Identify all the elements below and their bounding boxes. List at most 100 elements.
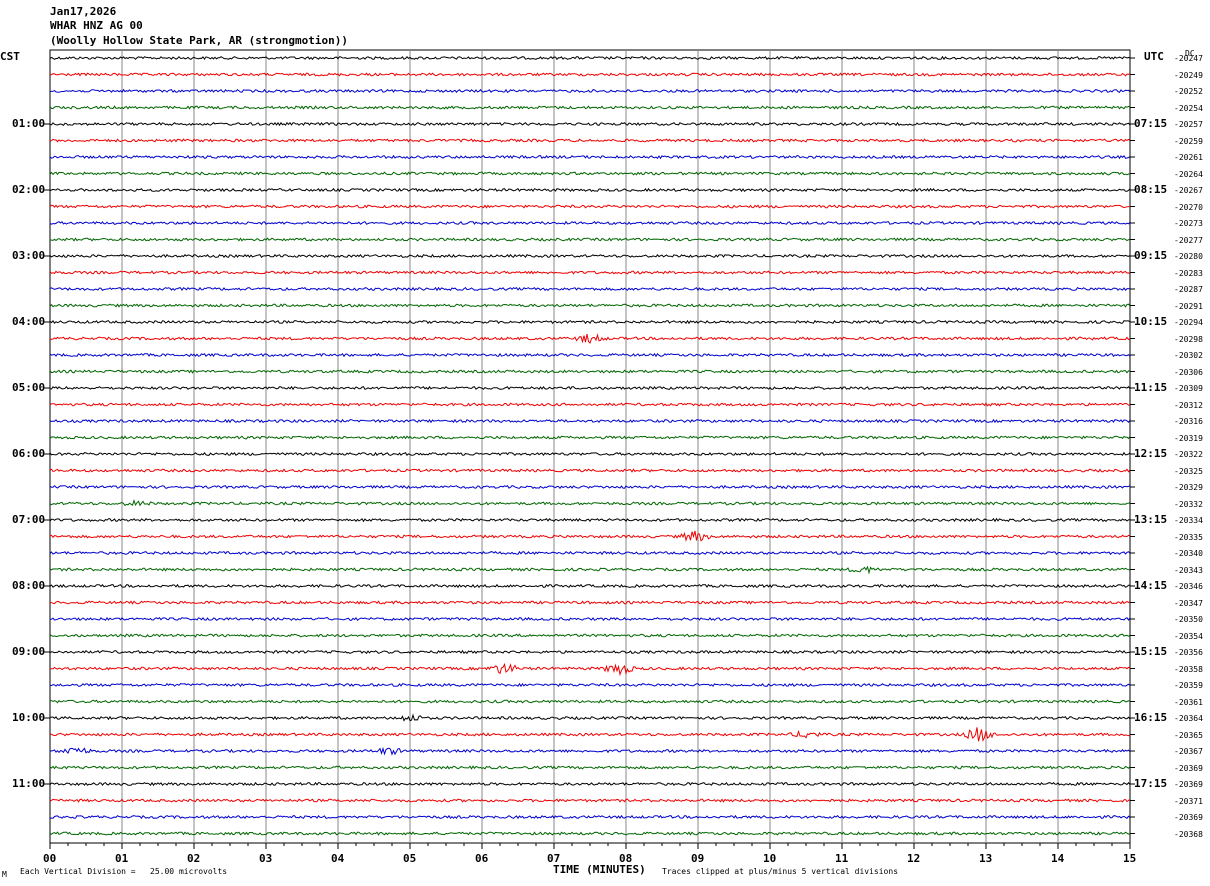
- left-hour-label-11:00: 11:00: [12, 777, 46, 790]
- left-hour-label-06:00: 06:00: [12, 447, 46, 460]
- trace-8: [49, 187, 1131, 193]
- header-date: Jan17,2026: [50, 5, 117, 18]
- x-tick-label-14: 14: [1051, 852, 1065, 865]
- dc-offset-16: -20294: [1174, 318, 1203, 327]
- trace-10: [49, 220, 1131, 226]
- dc-offset-12: -20280: [1174, 252, 1203, 261]
- left-hour-label-08:00: 08:00: [12, 579, 46, 592]
- trace-19: [49, 369, 1131, 374]
- x-tick-label-00: 00: [43, 852, 57, 865]
- trace-42: [49, 746, 1131, 756]
- left-hour-label-01:00: 01:00: [12, 117, 46, 130]
- dc-offset-19: -20306: [1174, 367, 1203, 377]
- x-tick-label-13: 13: [979, 852, 993, 865]
- dc-offset-35: -20354: [1174, 631, 1203, 641]
- trace-44: [49, 781, 1131, 787]
- right-hour-label-07:15: 07:15: [1134, 117, 1168, 130]
- dc-offset-15: -20291: [1174, 301, 1203, 311]
- x-tick-label-15: 15: [1123, 852, 1137, 865]
- trace-4: [49, 121, 1131, 127]
- trace-15: [49, 303, 1131, 308]
- dc-offset-24: -20322: [1174, 450, 1203, 459]
- dc-offset-43: -20369: [1174, 763, 1203, 773]
- trace-11: [49, 237, 1131, 242]
- x-tick-label-12: 12: [907, 852, 921, 865]
- dc-offset-47: -20368: [1174, 829, 1203, 839]
- trace-27: [49, 499, 1131, 507]
- trace-1: [49, 72, 1131, 77]
- trace-16: [49, 319, 1131, 325]
- trace-41: [49, 727, 1131, 743]
- trace-9: [49, 204, 1131, 209]
- trace-5: [49, 138, 1131, 143]
- left-hour-label-10:00: 10:00: [12, 711, 46, 724]
- dc-offset-45: -20371: [1174, 796, 1203, 806]
- trace-43: [49, 765, 1131, 770]
- trace-29: [49, 530, 1131, 543]
- dc-offset-38: -20359: [1174, 681, 1203, 690]
- x-axis-label: TIME (MINUTES): [553, 863, 646, 876]
- trace-24: [49, 451, 1131, 457]
- x-tick-label-08: 08: [619, 852, 633, 865]
- trace-17: [49, 333, 1131, 344]
- x-tick-label-04: 04: [331, 852, 345, 865]
- dc-offset-29: -20335: [1174, 532, 1203, 542]
- dc-offset-31: -20343: [1174, 565, 1203, 575]
- dc-offset-6: -20261: [1174, 153, 1203, 162]
- trace-34: [49, 616, 1131, 622]
- right-hour-label-14:15: 14:15: [1134, 579, 1168, 592]
- dc-offset-7: -20264: [1174, 169, 1203, 179]
- dc-offset-17: -20298: [1174, 334, 1203, 344]
- plot-frame: [49, 49, 1131, 844]
- m-mark: Μ: [2, 870, 7, 879]
- trace-22: [49, 418, 1131, 424]
- trace-25: [49, 468, 1131, 473]
- trace-35: [49, 633, 1131, 638]
- dc-offset-37: -20358: [1174, 664, 1203, 674]
- dc-offset-44: -20369: [1174, 780, 1203, 789]
- trace-7: [49, 171, 1131, 176]
- trace-21: [49, 402, 1131, 407]
- trace-33: [49, 600, 1131, 605]
- x-tick-label-06: 06: [475, 852, 489, 865]
- right-hour-label-13:15: 13:15: [1134, 513, 1168, 526]
- left-hour-label-07:00: 07:00: [12, 513, 46, 526]
- dc-offset-8: -20267: [1174, 186, 1203, 195]
- dc-label: DC: [1185, 49, 1195, 58]
- dc-offset-36: -20356: [1174, 648, 1203, 657]
- trace-3: [49, 105, 1131, 110]
- dc-offset-42: -20367: [1174, 747, 1203, 756]
- dc-offset-28: -20334: [1174, 516, 1203, 525]
- trace-30: [49, 550, 1131, 556]
- header-location: (Woolly Hollow State Park, AR (strongmot…: [50, 34, 349, 47]
- right-hour-label-12:15: 12:15: [1134, 447, 1168, 460]
- x-tick-label-05: 05: [403, 852, 417, 865]
- x-tick-label-10: 10: [763, 852, 777, 865]
- trace-31: [49, 565, 1131, 575]
- dc-offset-5: -20259: [1174, 136, 1203, 146]
- right-hour-label-10:15: 10:15: [1134, 315, 1168, 328]
- dc-offset-46: -20369: [1174, 813, 1203, 822]
- trace-26: [49, 484, 1131, 490]
- trace-37: [49, 662, 1131, 677]
- trace-23: [49, 435, 1131, 440]
- dc-offset-21: -20312: [1174, 400, 1203, 410]
- trace-14: [49, 286, 1131, 292]
- dc-offset-9: -20270: [1174, 202, 1203, 212]
- dc-offset-10: -20273: [1174, 219, 1203, 228]
- dc-offset-18: -20302: [1174, 351, 1203, 360]
- trace-40: [49, 713, 1131, 722]
- x-tick-label-09: 09: [691, 852, 705, 865]
- left-hour-label-05:00: 05:00: [12, 381, 46, 394]
- right-hour-label-09:15: 09:15: [1134, 249, 1168, 262]
- dc-offset-39: -20361: [1174, 697, 1203, 707]
- dc-offset-14: -20287: [1174, 285, 1203, 294]
- dc-offset-27: -20332: [1174, 499, 1203, 509]
- clip-note: Traces clipped at plus/minus 5 vertical …: [662, 867, 899, 876]
- dc-offset-11: -20277: [1174, 235, 1203, 245]
- left-hour-label-09:00: 09:00: [12, 645, 46, 658]
- dc-offset-2: -20252: [1174, 87, 1203, 96]
- trace-2: [49, 88, 1131, 94]
- trace-38: [49, 682, 1131, 688]
- trace-13: [49, 270, 1131, 275]
